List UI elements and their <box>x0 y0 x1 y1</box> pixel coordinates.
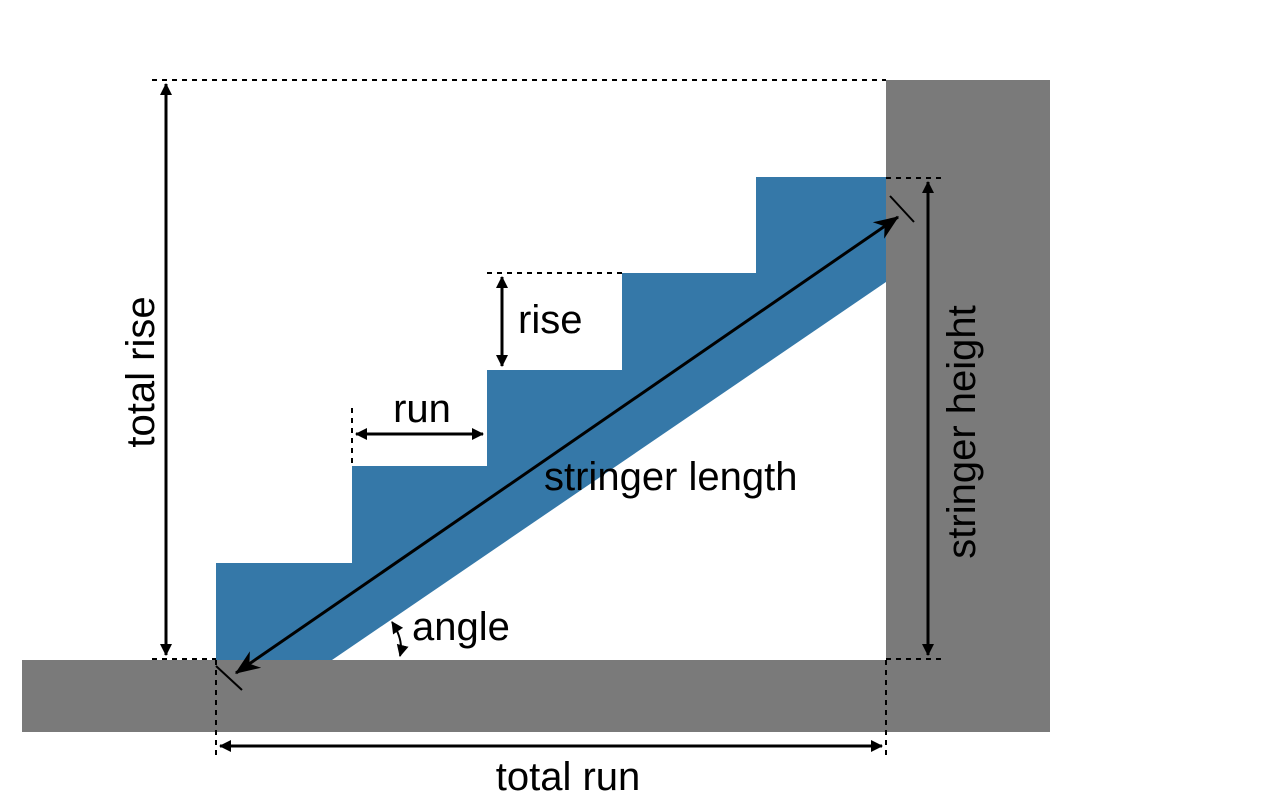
angle-label: angle <box>412 605 510 649</box>
stringer <box>216 177 886 660</box>
stringer-bottom-tick <box>215 665 243 691</box>
angle-arc <box>391 621 409 657</box>
stringer-length-arrow <box>234 215 900 675</box>
rise-label: rise <box>518 298 582 342</box>
run-label: run <box>393 387 451 431</box>
total-rise-label: total rise <box>119 296 163 447</box>
wall-right <box>886 80 1050 732</box>
stringer-length-label: stringer length <box>544 455 797 499</box>
stringer-height-label: stringer height <box>940 305 984 558</box>
stringer-top-tick <box>889 195 915 223</box>
floor-slab <box>22 660 888 732</box>
total-run-label: total run <box>496 755 641 799</box>
